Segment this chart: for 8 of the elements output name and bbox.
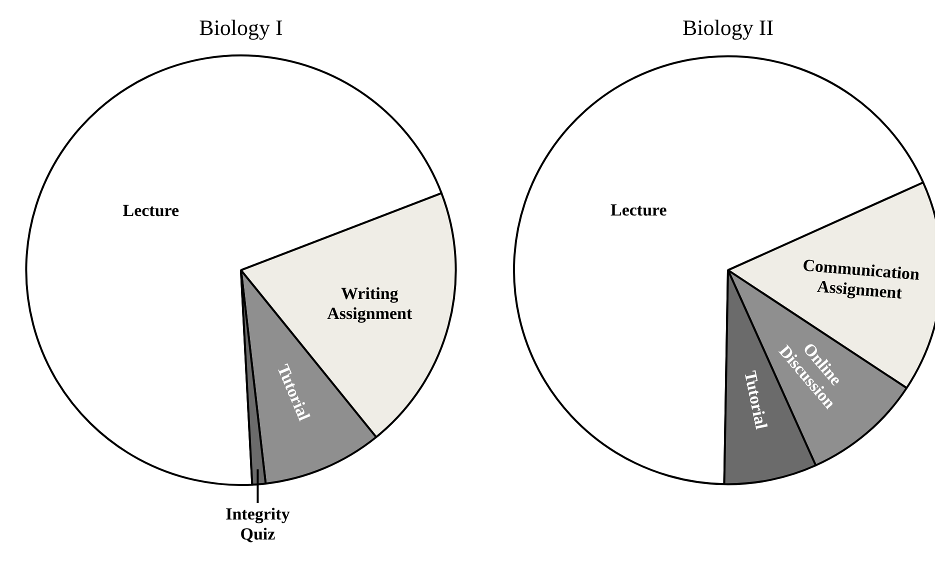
slice-label: Integrity Quiz	[226, 504, 290, 544]
slice-label: Tutorial	[740, 369, 772, 431]
chart-title: Biology I	[199, 14, 283, 40]
slice-label: Writing Assignment	[327, 284, 412, 324]
slice-label: Communication Assignment	[802, 256, 921, 303]
slice-label: Lecture	[610, 200, 668, 220]
slice-label: Lecture	[122, 201, 180, 220]
chart-title: Biology II	[682, 14, 774, 40]
